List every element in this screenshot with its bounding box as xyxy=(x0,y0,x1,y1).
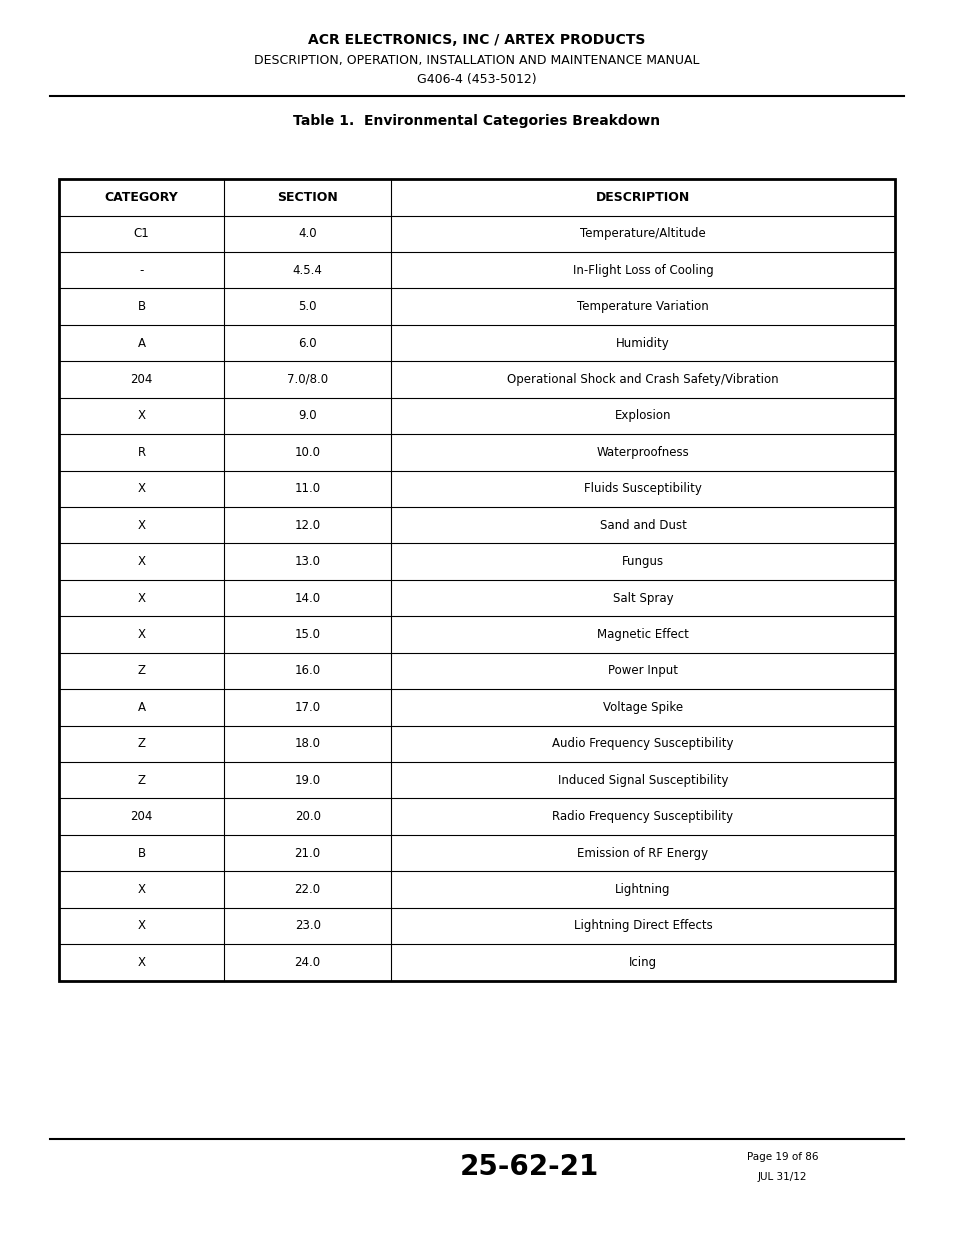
Text: 20.0: 20.0 xyxy=(294,810,320,824)
Text: Lightning Direct Effects: Lightning Direct Effects xyxy=(573,919,712,932)
Text: 19.0: 19.0 xyxy=(294,773,320,787)
Text: 11.0: 11.0 xyxy=(294,482,320,495)
Text: Audio Frequency Susceptibility: Audio Frequency Susceptibility xyxy=(552,737,733,751)
Text: 4.5.4: 4.5.4 xyxy=(293,263,322,277)
Text: Z: Z xyxy=(137,773,146,787)
Text: 25-62-21: 25-62-21 xyxy=(459,1153,598,1181)
Text: 23.0: 23.0 xyxy=(294,919,320,932)
Text: X: X xyxy=(137,919,146,932)
Text: Waterproofness: Waterproofness xyxy=(596,446,689,459)
Text: X: X xyxy=(137,519,146,532)
Text: DESCRIPTION: DESCRIPTION xyxy=(596,190,689,204)
Text: 21.0: 21.0 xyxy=(294,846,320,860)
Text: R: R xyxy=(137,446,146,459)
Text: 18.0: 18.0 xyxy=(294,737,320,751)
Text: Sand and Dust: Sand and Dust xyxy=(598,519,686,532)
Text: 10.0: 10.0 xyxy=(294,446,320,459)
Text: Radio Frequency Susceptibility: Radio Frequency Susceptibility xyxy=(552,810,733,824)
Text: SECTION: SECTION xyxy=(277,190,337,204)
Text: Icing: Icing xyxy=(628,956,657,969)
Text: G406-4 (453-5012): G406-4 (453-5012) xyxy=(416,73,537,86)
Text: X: X xyxy=(137,627,146,641)
Text: 4.0: 4.0 xyxy=(298,227,316,241)
Text: JUL 31/12: JUL 31/12 xyxy=(757,1172,806,1182)
Text: Fluids Susceptibility: Fluids Susceptibility xyxy=(583,482,701,495)
Text: Lightning: Lightning xyxy=(615,883,670,897)
Text: Table 1.  Environmental Categories Breakdown: Table 1. Environmental Categories Breakd… xyxy=(294,114,659,127)
Text: Temperature Variation: Temperature Variation xyxy=(577,300,708,314)
Text: 7.0/8.0: 7.0/8.0 xyxy=(287,373,328,387)
Text: Z: Z xyxy=(137,664,146,678)
Text: 204: 204 xyxy=(131,810,152,824)
Text: X: X xyxy=(137,555,146,568)
Text: X: X xyxy=(137,956,146,969)
Text: 16.0: 16.0 xyxy=(294,664,320,678)
Text: Magnetic Effect: Magnetic Effect xyxy=(597,627,688,641)
Text: C1: C1 xyxy=(133,227,150,241)
Text: 204: 204 xyxy=(131,373,152,387)
Text: 15.0: 15.0 xyxy=(294,627,320,641)
Text: Power Input: Power Input xyxy=(607,664,678,678)
Text: B: B xyxy=(137,846,146,860)
Text: Temperature/Altitude: Temperature/Altitude xyxy=(579,227,705,241)
Text: In-Flight Loss of Cooling: In-Flight Loss of Cooling xyxy=(572,263,713,277)
Text: X: X xyxy=(137,482,146,495)
Text: 22.0: 22.0 xyxy=(294,883,320,897)
Text: 14.0: 14.0 xyxy=(294,592,320,605)
Text: Salt Spray: Salt Spray xyxy=(612,592,673,605)
Text: 5.0: 5.0 xyxy=(298,300,316,314)
Text: Page 19 of 86: Page 19 of 86 xyxy=(746,1152,817,1162)
Text: ACR ELECTRONICS, INC / ARTEX PRODUCTS: ACR ELECTRONICS, INC / ARTEX PRODUCTS xyxy=(308,33,645,47)
Bar xyxy=(59,179,894,981)
Text: A: A xyxy=(137,700,146,714)
Text: 6.0: 6.0 xyxy=(298,336,316,350)
Text: Explosion: Explosion xyxy=(614,409,671,422)
Text: Z: Z xyxy=(137,737,146,751)
Text: Emission of RF Energy: Emission of RF Energy xyxy=(577,846,708,860)
Text: 12.0: 12.0 xyxy=(294,519,320,532)
Text: Induced Signal Susceptibility: Induced Signal Susceptibility xyxy=(558,773,727,787)
Text: 13.0: 13.0 xyxy=(294,555,320,568)
Text: CATEGORY: CATEGORY xyxy=(105,190,178,204)
Text: DESCRIPTION, OPERATION, INSTALLATION AND MAINTENANCE MANUAL: DESCRIPTION, OPERATION, INSTALLATION AND… xyxy=(254,54,699,68)
Text: -: - xyxy=(139,263,144,277)
Text: Voltage Spike: Voltage Spike xyxy=(602,700,682,714)
Text: A: A xyxy=(137,336,146,350)
Text: 9.0: 9.0 xyxy=(298,409,316,422)
Text: B: B xyxy=(137,300,146,314)
Text: X: X xyxy=(137,883,146,897)
Text: Humidity: Humidity xyxy=(616,336,669,350)
Text: X: X xyxy=(137,409,146,422)
Text: Fungus: Fungus xyxy=(621,555,663,568)
Text: X: X xyxy=(137,592,146,605)
Text: Operational Shock and Crash Safety/Vibration: Operational Shock and Crash Safety/Vibra… xyxy=(507,373,778,387)
Text: 17.0: 17.0 xyxy=(294,700,320,714)
Text: 24.0: 24.0 xyxy=(294,956,320,969)
